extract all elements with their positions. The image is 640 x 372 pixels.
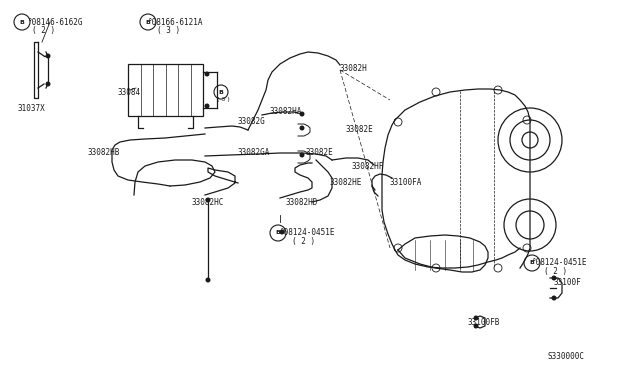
- Circle shape: [300, 153, 305, 157]
- Text: 33082GA: 33082GA: [238, 148, 270, 157]
- Text: 31037X: 31037X: [18, 104, 45, 113]
- Circle shape: [205, 103, 209, 109]
- Text: °08146-6162G: °08146-6162G: [28, 18, 83, 27]
- Circle shape: [45, 81, 51, 87]
- Circle shape: [474, 315, 479, 321]
- Text: 33082G: 33082G: [238, 117, 266, 126]
- Circle shape: [300, 125, 305, 131]
- Text: B: B: [145, 19, 150, 25]
- Text: 33082H: 33082H: [340, 64, 368, 73]
- Text: ( 3 ): ( 3 ): [217, 97, 230, 102]
- Circle shape: [552, 276, 557, 280]
- Text: ( 3 ): ( 3 ): [157, 26, 180, 35]
- Text: B: B: [20, 19, 24, 25]
- Circle shape: [205, 198, 211, 202]
- Text: 33082HE: 33082HE: [330, 178, 362, 187]
- Circle shape: [300, 112, 305, 116]
- Text: 33082E: 33082E: [345, 125, 372, 134]
- Text: °08124-0451E: °08124-0451E: [532, 258, 588, 267]
- Circle shape: [474, 324, 479, 328]
- Text: 33082E: 33082E: [305, 148, 333, 157]
- Text: 33100FA: 33100FA: [390, 178, 422, 187]
- Text: 33082HC: 33082HC: [192, 198, 225, 207]
- Text: B: B: [219, 90, 223, 94]
- Circle shape: [205, 278, 211, 282]
- Text: ( 2 ): ( 2 ): [544, 267, 567, 276]
- Bar: [128, 64, 203, 116]
- Text: 33082HD: 33082HD: [285, 198, 317, 207]
- Circle shape: [45, 54, 51, 58]
- Text: B: B: [529, 260, 534, 266]
- Circle shape: [205, 71, 209, 77]
- Text: ( 2 ): ( 2 ): [292, 237, 315, 246]
- Text: °08124-0451E: °08124-0451E: [280, 228, 335, 237]
- Text: °08166-6121A: °08166-6121A: [148, 18, 204, 27]
- Text: B: B: [276, 231, 280, 235]
- Text: 33082HF: 33082HF: [352, 162, 385, 171]
- Text: 33084: 33084: [118, 88, 141, 97]
- Text: 33100F: 33100F: [554, 278, 582, 287]
- Text: 33082HA: 33082HA: [270, 107, 302, 116]
- Text: S330000C: S330000C: [548, 352, 585, 361]
- Text: 33082HB: 33082HB: [88, 148, 120, 157]
- Circle shape: [552, 295, 557, 301]
- Text: ( 2 ): ( 2 ): [32, 26, 55, 35]
- Text: 33100FB: 33100FB: [468, 318, 500, 327]
- Circle shape: [280, 230, 285, 234]
